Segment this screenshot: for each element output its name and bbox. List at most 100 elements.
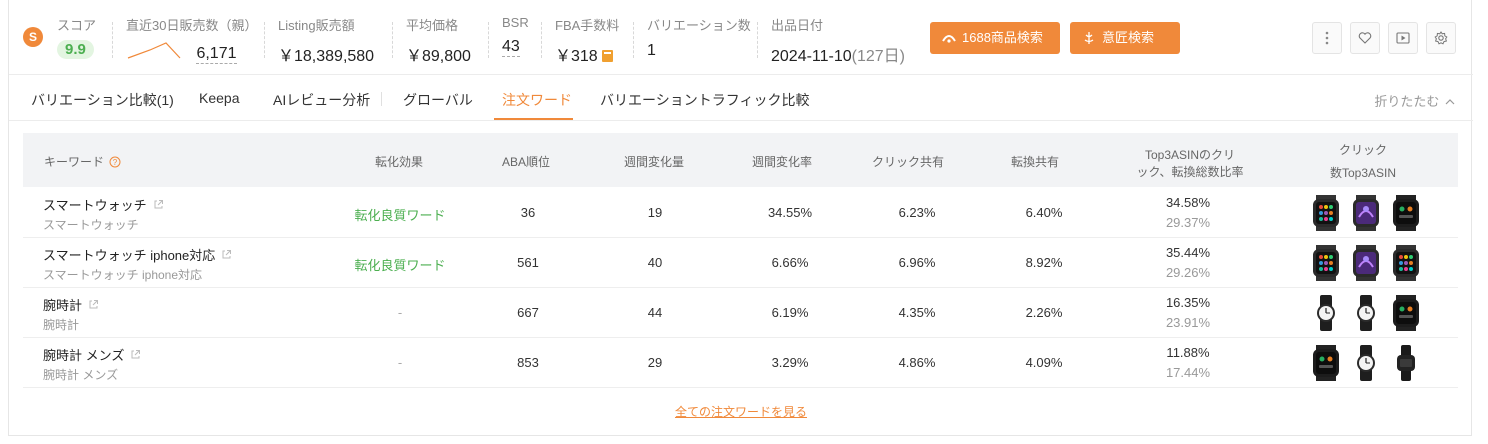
tab-variation-compare[interactable]: バリエーション比較(1) xyxy=(31,92,174,108)
keyword-subtext: 腕時計 メンズ xyxy=(43,368,119,382)
conversion-effect: 転化良質ワード xyxy=(354,208,446,223)
variations-stat: バリエーション数 1 xyxy=(647,15,751,60)
more-menu-button[interactable] xyxy=(1312,22,1342,54)
gear-icon xyxy=(1434,31,1448,45)
play-icon xyxy=(1396,32,1410,44)
product-thumbnail[interactable] xyxy=(1349,195,1383,231)
table-row: 腕時計 腕時計 -667 44 6.19% 4.35% 2.26% 16.35% 23.91% xyxy=(23,288,1458,338)
variations-value: 1 xyxy=(647,42,656,59)
keyword-text[interactable]: 腕時計 メンズ xyxy=(43,345,141,364)
product-thumbnail[interactable] xyxy=(1389,195,1423,231)
search-1688-button[interactable]: 1688商品検索 xyxy=(930,22,1060,54)
brand-logo-icon: S xyxy=(23,27,43,47)
top3-conversion-ratio: 29.37% xyxy=(1165,215,1211,230)
product-thumbnail[interactable] xyxy=(1309,245,1343,281)
divider xyxy=(633,22,634,58)
table-row: 腕時計 メンズ 腕時計 メンズ -853 29 3.29% 4.86% 4.09% 11.88… xyxy=(23,338,1458,388)
release-stat: 出品日付 2024-11-10(127日) xyxy=(771,15,905,66)
chevron-up-icon xyxy=(1445,99,1455,105)
weekly-rate: 3.29% xyxy=(771,355,809,370)
product-thumbnail[interactable] xyxy=(1309,295,1343,331)
product-thumbnail[interactable] xyxy=(1389,245,1423,281)
stats-bar: S スコア 9.9 直近30日販売数（親） 6,171 Listing販売額 ￥… xyxy=(9,0,1473,75)
header-weekly-change: 週間変化量 xyxy=(624,155,685,169)
weekly-change: 19 xyxy=(647,205,663,220)
weekly-rate: 34.55% xyxy=(767,205,813,220)
weekly-change: 29 xyxy=(647,355,663,370)
score-badge: 9.9 xyxy=(57,40,94,59)
table-row: スマートウォッチ スマートウォッチ 転化良質ワード 36 19 34.55% 6.23% 6.… xyxy=(23,188,1458,238)
tab-global[interactable]: グローバル xyxy=(403,92,473,108)
top3-conversion-ratio: 29.26% xyxy=(1165,265,1211,280)
aba-rank: 667 xyxy=(517,305,539,320)
sales30-label: 直近30日販売数（親） xyxy=(126,18,258,33)
conversion-share: 8.92% xyxy=(1025,255,1063,270)
tab-ai-review[interactable]: AIレビュー分析 xyxy=(273,92,371,108)
conversion-share: 6.40% xyxy=(1025,205,1063,220)
listing-sales-label: Listing販売額 xyxy=(278,18,355,33)
top3-conversion-ratio: 17.44% xyxy=(1165,365,1211,380)
aba-rank: 36 xyxy=(520,205,536,220)
tab-variation-traffic[interactable]: バリエーショントラフィック比較 xyxy=(600,92,810,108)
keyword-text[interactable]: スマートウォッチ xyxy=(43,195,164,214)
collapse-toggle[interactable]: 折りたたむ xyxy=(1374,91,1455,110)
divider xyxy=(264,22,265,58)
click-share: 4.86% xyxy=(898,355,936,370)
bsr-label: BSR xyxy=(502,15,529,30)
product-thumbnail[interactable] xyxy=(1309,195,1343,231)
design-search-button[interactable]: 意匠検索 xyxy=(1070,22,1180,54)
tab-order-words[interactable]: 注文ワード xyxy=(502,92,572,108)
product-thumbnail[interactable] xyxy=(1349,295,1383,331)
calculator-icon[interactable] xyxy=(601,50,613,62)
click-share: 4.35% xyxy=(898,305,936,320)
svg-text:?: ? xyxy=(113,158,118,167)
fba-stat: FBA手数料 ￥318 xyxy=(555,15,619,66)
conversion-effect: - xyxy=(397,305,403,320)
keyword-text[interactable]: 腕時計 xyxy=(43,295,99,314)
table-header: キーワード ? 転化効果 ABA順位 週間変化量 週間変化率 クリック共有 転換… xyxy=(23,133,1458,187)
conversion-effect: - xyxy=(397,355,403,370)
header-weekly-rate: 週間変化率 xyxy=(752,155,813,169)
keyword-subtext: スマートウォッチ iphone対応 xyxy=(43,268,203,282)
external-link-icon[interactable] xyxy=(153,199,164,210)
top3-conversion-ratio: 23.91% xyxy=(1165,315,1211,330)
see-all-order-words-link[interactable]: 全ての注文ワードを見る xyxy=(674,405,807,419)
sales30-value[interactable]: 6,171 xyxy=(196,45,237,64)
external-link-icon[interactable] xyxy=(221,249,232,260)
favorite-button[interactable] xyxy=(1350,22,1380,54)
external-link-icon[interactable] xyxy=(130,349,141,360)
header-top3-ratio: Top3ASINのクリ ック、転換総数比率 xyxy=(1136,148,1244,179)
keyword-text[interactable]: スマートウォッチ iphone対応 xyxy=(43,245,232,264)
release-label: 出品日付 xyxy=(771,18,824,33)
fba-value: ￥318 xyxy=(555,48,598,65)
settings-button[interactable] xyxy=(1426,22,1456,54)
conversion-share: 4.09% xyxy=(1025,355,1063,370)
product-thumbnail[interactable] xyxy=(1309,345,1343,381)
tab-bar: バリエーション比較(1) Keepa AIレビュー分析 グローバル 注文ワード … xyxy=(9,76,1473,121)
aba-rank: 853 xyxy=(517,355,539,370)
divider xyxy=(757,22,758,58)
score-label: スコア xyxy=(57,18,97,33)
product-thumbnail[interactable] xyxy=(1349,245,1383,281)
external-link-icon[interactable] xyxy=(88,299,99,310)
video-button[interactable] xyxy=(1388,22,1418,54)
fba-label: FBA手数料 xyxy=(555,18,620,33)
divider xyxy=(488,22,489,58)
tab-keepa[interactable]: Keepa xyxy=(199,90,240,106)
bsr-value[interactable]: 43 xyxy=(502,38,520,57)
top3-click-ratio: 16.35% xyxy=(1165,295,1211,310)
heart-icon xyxy=(1358,32,1372,44)
listing-sales-value: ￥18,389,580 xyxy=(278,48,375,65)
sales-trend-sparkline[interactable] xyxy=(126,40,182,60)
conversion-effect: 転化良質ワード xyxy=(354,258,446,273)
product-thumbnail[interactable] xyxy=(1389,295,1423,331)
avg-price-stat: 平均価格 ￥89,800 xyxy=(406,15,471,66)
1688-logo-icon xyxy=(942,35,956,43)
listing-sales-stat: Listing販売額 ￥18,389,580 xyxy=(278,15,374,66)
help-icon[interactable]: ? xyxy=(109,156,121,168)
kebab-menu-icon xyxy=(1325,31,1329,45)
weekly-rate: 6.19% xyxy=(771,305,809,320)
product-thumbnail[interactable] xyxy=(1389,345,1423,381)
header-keyword: キーワード ? xyxy=(44,153,121,170)
product-thumbnail[interactable] xyxy=(1349,345,1383,381)
